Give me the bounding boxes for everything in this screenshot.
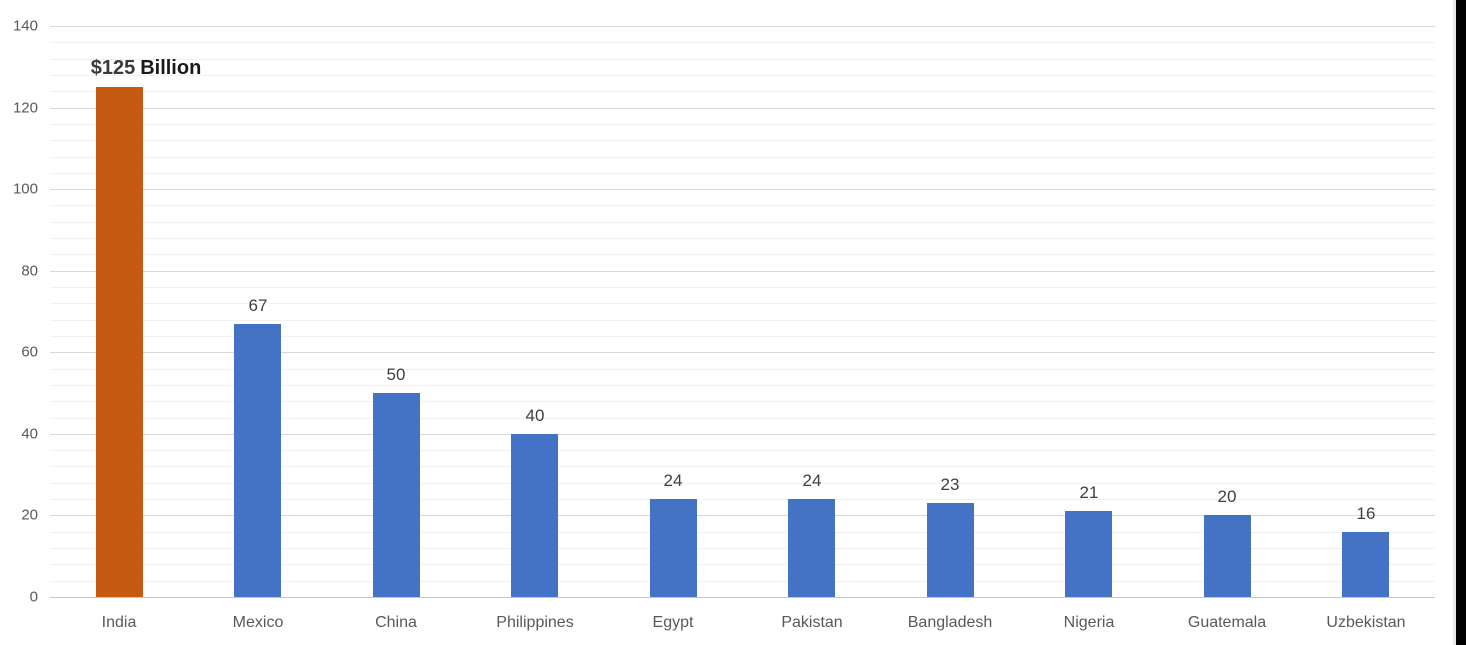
gridline-minor <box>50 336 1435 337</box>
gridline-minor <box>50 466 1435 467</box>
gridline-major <box>50 189 1435 190</box>
y-axis-tick-label: 120 <box>12 99 38 117</box>
x-axis-label-india: India <box>101 614 137 631</box>
data-label-bangladesh: 23 <box>940 475 960 494</box>
data-label-uzbekistan: 16 <box>1356 504 1376 523</box>
data-label-egypt: 24 <box>663 471 683 490</box>
gridline-minor <box>50 157 1435 158</box>
gridline-minor <box>50 287 1435 288</box>
highlight-label-unit: Billion <box>140 57 202 79</box>
x-axis-label-egypt: Egypt <box>652 614 694 631</box>
gridline-minor <box>50 401 1435 402</box>
gridline-minor <box>50 564 1435 565</box>
gridline-major <box>50 352 1435 353</box>
gridline-minor <box>50 238 1435 239</box>
gridline-minor <box>50 303 1435 304</box>
bar-china[interactable] <box>373 393 420 597</box>
gridline-major <box>50 108 1435 109</box>
gridline-minor <box>50 548 1435 549</box>
bar-egypt[interactable] <box>650 499 697 597</box>
bar-pakistan[interactable] <box>788 499 835 597</box>
highlight-label-value: $125 <box>90 57 136 79</box>
bar-nigeria[interactable] <box>1065 511 1112 597</box>
gridline-minor <box>50 140 1435 141</box>
y-axis-tick-label: 100 <box>12 180 38 198</box>
data-label-mexico: 67 <box>248 296 268 315</box>
gridline-minor <box>50 42 1435 43</box>
gridline-minor <box>50 483 1435 484</box>
x-axis-label-uzbekistan: Uzbekistan <box>1326 614 1406 631</box>
bar-bangladesh[interactable] <box>927 503 974 597</box>
gridline-minor <box>50 173 1435 174</box>
data-label-philippines: 40 <box>525 406 545 425</box>
data-label-nigeria: 21 <box>1079 483 1099 502</box>
gridline-minor <box>50 320 1435 321</box>
bar-india[interactable] <box>96 87 143 597</box>
gridline-minor <box>50 75 1435 76</box>
x-axis-label-nigeria: Nigeria <box>1063 614 1115 631</box>
y-axis-tick-label: 80 <box>21 262 38 280</box>
y-axis-tick-label: 40 <box>21 425 38 443</box>
x-axis-label-guatemala: Guatemala <box>1187 614 1267 631</box>
gridline-minor <box>50 59 1435 60</box>
gridline-minor <box>50 91 1435 92</box>
gridline-major <box>50 434 1435 435</box>
bar-guatemala[interactable] <box>1204 515 1251 597</box>
gridline-major <box>50 271 1435 272</box>
y-axis-tick-label: 140 <box>12 17 38 35</box>
bar-philippines[interactable] <box>511 434 558 597</box>
bar-uzbekistan[interactable] <box>1342 532 1389 597</box>
gridline-minor <box>50 254 1435 255</box>
gridline-minor <box>50 418 1435 419</box>
data-label-china: 50 <box>386 365 406 384</box>
gridline-minor <box>50 581 1435 582</box>
x-axis-label-philippines: Philippines <box>496 614 574 631</box>
x-axis-label-mexico: Mexico <box>232 614 284 631</box>
data-label-pakistan: 24 <box>802 471 822 490</box>
bar-mexico[interactable] <box>234 324 281 597</box>
gridline-minor <box>50 499 1435 500</box>
gridline-minor <box>50 385 1435 386</box>
gridline-major <box>50 515 1435 516</box>
gridline-minor <box>50 205 1435 206</box>
data-label-guatemala: 20 <box>1217 487 1237 506</box>
x-axis-line <box>50 597 1435 598</box>
x-axis-label-pakistan: Pakistan <box>781 614 843 631</box>
gridline-minor <box>50 124 1435 125</box>
gridline-minor <box>50 369 1435 370</box>
y-axis-tick-label: 20 <box>21 506 38 524</box>
window-edge-divider <box>1453 0 1456 645</box>
y-axis-tick-label: 0 <box>29 588 38 606</box>
data-label-india: $125 Billion <box>91 55 202 81</box>
x-axis-label-bangladesh: Bangladesh <box>907 614 993 631</box>
y-axis-tick-label: 60 <box>21 343 38 361</box>
x-axis-label-china: China <box>375 614 417 631</box>
gridline-minor <box>50 450 1435 451</box>
gridline-minor <box>50 222 1435 223</box>
gridline-major <box>50 26 1435 27</box>
gridline-minor <box>50 532 1435 533</box>
window-edge-strip <box>1456 0 1466 645</box>
